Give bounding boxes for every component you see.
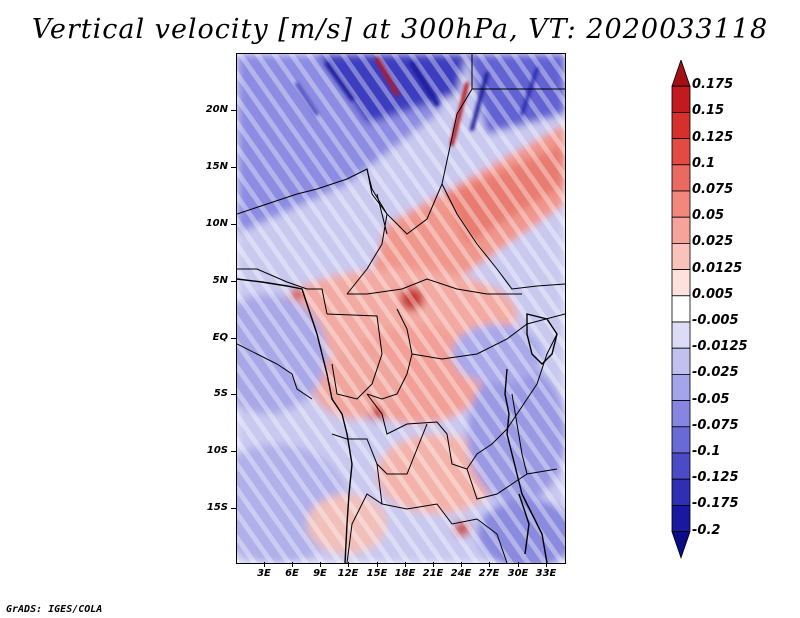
colorbar-label: 0.005 <box>692 286 734 302</box>
lat-tick <box>231 281 236 282</box>
lon-tick <box>489 562 490 567</box>
lat-tick <box>231 167 236 168</box>
colorbar-segment <box>671 60 691 87</box>
colorbar-label: -0.0125 <box>692 339 748 355</box>
lon-label-30e: 30E <box>507 568 529 579</box>
velocity-field <box>237 54 565 563</box>
lat-label-10n: 10N <box>205 218 228 229</box>
colorbar-label: 0.125 <box>692 129 734 145</box>
lat-label-5n: 5N <box>212 275 228 286</box>
colorbar-label: -0.005 <box>692 313 739 328</box>
lon-label-12e: 12E <box>337 568 359 579</box>
colorbar-segment <box>671 295 691 323</box>
colorbar-segment <box>671 452 691 480</box>
colorbar-segment <box>671 112 691 140</box>
colorbar-label: -0.175 <box>692 496 739 512</box>
lat-tick <box>231 224 236 225</box>
colorbar-segment <box>671 321 691 349</box>
lon-tick <box>264 562 265 567</box>
colorbar-segment <box>671 164 691 192</box>
lat-tick <box>231 394 236 395</box>
chart-title: Vertical velocity [m/s] at 300hPa, VT: 2… <box>31 14 769 45</box>
lat-tick <box>231 338 236 339</box>
colorbar-label: 0.025 <box>692 234 734 250</box>
colorbar-segment <box>671 478 691 506</box>
lat-label-5s: 5S <box>213 388 228 399</box>
colorbar <box>671 60 691 560</box>
coastline <box>237 278 558 563</box>
lon-tick <box>377 562 378 567</box>
lat-label-eq: EQ <box>212 332 228 343</box>
colorbar-segments <box>671 60 691 560</box>
lon-label-21e: 21E <box>422 568 444 579</box>
colorbar-label: 0.15 <box>692 103 725 119</box>
streak-texture <box>237 54 565 563</box>
colorbar-label: -0.125 <box>692 470 739 486</box>
north-streaks <box>295 57 539 146</box>
colorbar-label: 0.075 <box>692 182 734 197</box>
lon-label-27e: 27E <box>478 568 500 579</box>
colorbar-label: -0.05 <box>692 391 730 407</box>
colorbar-segment <box>671 242 691 270</box>
colorbar-segment <box>671 400 691 428</box>
colorbar-segment <box>671 216 691 244</box>
lon-tick <box>518 562 519 567</box>
lon-label-9e: 9E <box>313 568 327 579</box>
colorbar-segment <box>671 426 691 454</box>
lon-tick <box>405 562 406 567</box>
lon-tick <box>320 562 321 567</box>
lat-tick <box>231 508 236 509</box>
lon-label-24e: 24E <box>450 568 472 579</box>
lat-label-15s: 15S <box>206 502 228 513</box>
lat-label-15n: 15N <box>205 161 228 172</box>
lon-tick <box>461 562 462 567</box>
colorbar-label: 0.175 <box>692 77 734 93</box>
lat-label-10s: 10S <box>206 445 228 456</box>
lon-label-15e: 15E <box>366 568 388 579</box>
lat-tick <box>231 110 236 111</box>
colorbar-label: 0.0125 <box>692 260 743 276</box>
colorbar-segment <box>671 347 691 375</box>
lon-tick <box>348 562 349 567</box>
lon-tick <box>433 562 434 567</box>
colorbar-label: -0.075 <box>692 417 739 433</box>
lon-label-6e: 6E <box>285 568 299 579</box>
colorbar-segment <box>671 373 691 401</box>
lon-tick <box>546 562 547 567</box>
colorbar-label: 0.05 <box>692 208 725 224</box>
lon-label-3e: 3E <box>257 568 271 579</box>
lat-label-20n: 20N <box>205 104 228 115</box>
lon-tick <box>292 562 293 567</box>
country-borders <box>237 54 565 563</box>
colorbar-segment <box>671 85 691 113</box>
lon-label-33e: 33E <box>535 568 557 579</box>
colorbar-segment <box>671 504 691 532</box>
map-panel <box>236 53 566 564</box>
colorbar-label: -0.025 <box>692 365 739 381</box>
lon-label-18e: 18E <box>394 568 416 579</box>
colorbar-segment <box>671 190 691 218</box>
colorbar-label: 0.1 <box>692 155 716 171</box>
lat-tick <box>231 451 236 452</box>
colorbar-segment <box>671 138 691 166</box>
colorbar-segment <box>671 531 691 560</box>
colorbar-label: -0.2 <box>692 522 721 538</box>
footer-credit: GrADS: IGES/COLA <box>6 604 103 615</box>
colorbar-segment <box>671 269 691 297</box>
colorbar-label: -0.1 <box>692 444 721 459</box>
